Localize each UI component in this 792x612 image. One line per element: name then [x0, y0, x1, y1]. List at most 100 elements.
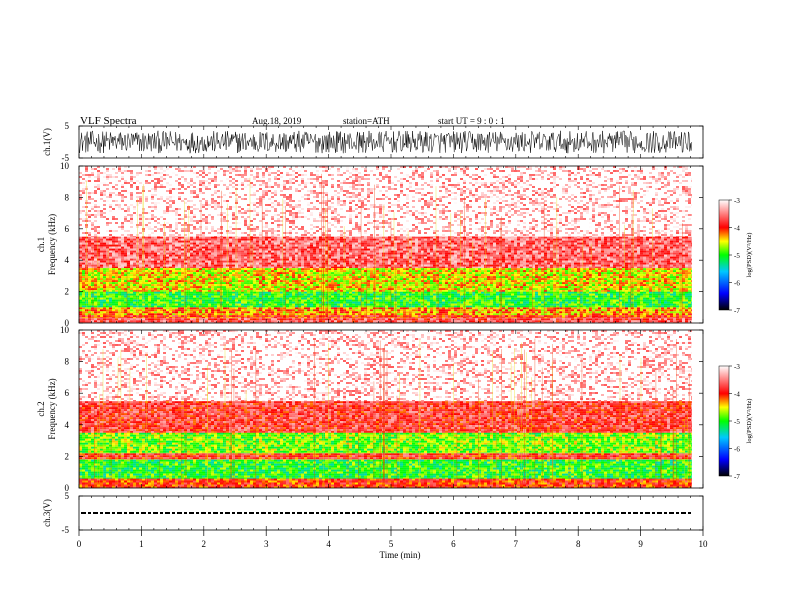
ch1-spec-cell: [295, 315, 298, 317]
ch1-spec-cell: [445, 315, 448, 317]
ch1-spec-cell: [538, 317, 541, 318]
ch1-spec-band: [79, 307, 692, 315]
ch1-spec-cell: [541, 318, 544, 320]
ch1-spec-cell: [364, 318, 367, 320]
ch1-spec-cell: [259, 318, 262, 320]
ch1-spec-cell: [172, 318, 175, 320]
ch1-spec-cell: [196, 317, 199, 318]
ch1-spec-cell: [397, 307, 400, 309]
ch1-spec-cell: [475, 317, 478, 318]
ch1-spec-cell: [430, 317, 433, 318]
ch1-spec-cell: [406, 318, 409, 320]
ch1-spec-cell: [253, 309, 256, 311]
ch1-spec-cell: [637, 315, 640, 317]
ch1-spec-cell: [352, 315, 355, 317]
ch1-spec-cell: [523, 317, 526, 318]
ch1-spec-cell: [541, 307, 544, 309]
ch1-spec-cell: [535, 317, 538, 318]
ch1-spec-cell: [238, 309, 241, 311]
ch1-spec-cell: [520, 317, 523, 318]
ch1-spec-cell: [133, 307, 136, 309]
ch1-spec-cell: [391, 320, 394, 322]
ch1-spec-cell: [307, 320, 310, 322]
ch1-spec-cell: [517, 320, 520, 322]
ch1-spec-cell: [538, 307, 541, 309]
ch1-spec-cell: [502, 315, 505, 317]
ch1-spec-cell: [277, 318, 280, 320]
ch1-spec-cell: [235, 318, 238, 320]
ch1-spec-cell: [349, 318, 352, 320]
ch1-spec-cell: [283, 318, 286, 320]
ch1-spec-cell: [109, 318, 112, 320]
ch1-spec-cell: [205, 318, 208, 320]
ch1-spec-cell: [157, 309, 160, 311]
ch1-spec-cell: [199, 315, 202, 317]
ch1-spec-cell: [319, 318, 322, 320]
ch1-spec-cell: [271, 318, 274, 320]
ch1-spec-cell: [622, 318, 625, 320]
ch1-spec-cell: [157, 317, 160, 318]
ch1-spec-cell: [526, 315, 529, 317]
ch1-spec-cell: [550, 317, 553, 318]
ch1-spec-cell: [289, 318, 292, 320]
ch1-spec-cell: [262, 320, 265, 322]
ch1-spec-cell: [340, 318, 343, 320]
ch1-spec-cell: [241, 317, 244, 318]
ch1-spec-cell: [118, 318, 121, 320]
ch1-spec-cell: [604, 317, 607, 318]
ch1-spec-cell: [604, 315, 607, 317]
ch1-spec-cell: [298, 309, 301, 311]
ch1-spec-cell: [451, 307, 454, 309]
ch1-spec-cell: [649, 320, 652, 322]
ch1-spec-cell: [337, 307, 340, 309]
ch1-spec-cell: [568, 320, 571, 322]
ch1-spec-cell: [346, 318, 349, 320]
ch1-spec-cell: [436, 315, 439, 317]
ch1-spec-cell: [124, 307, 127, 309]
ch1-spec-cell: [103, 320, 106, 322]
ch1-spec-cell: [298, 315, 301, 317]
ch1-spec-cell: [598, 317, 601, 318]
ch1-spec-cell: [379, 318, 382, 320]
ch1-spec-cell: [241, 315, 244, 317]
ch1-spec-cell: [634, 315, 637, 317]
ch1-spec-cell: [208, 318, 211, 320]
ch1-spec-cell: [454, 320, 457, 322]
ch1-spec-cell: [337, 315, 340, 317]
ch1-spec-cell: [82, 318, 85, 320]
ch1-spec-cell: [520, 320, 523, 322]
ch1-spec-cell: [562, 307, 565, 309]
ch1-spec-cell: [445, 318, 448, 320]
ch1-spec-cell: [214, 309, 217, 311]
ch1-spec-cell: [403, 315, 406, 317]
ch1-spec-cell: [298, 320, 301, 322]
ch1-spec-cell: [238, 318, 241, 320]
ch1-spec-cell: [484, 320, 487, 322]
ch1-spec-cell: [676, 307, 679, 309]
ch1-spec-cell: [478, 315, 481, 317]
ch1-spec-cell: [490, 317, 493, 318]
ch1-spec-cell: [457, 317, 460, 318]
ch1-spec-cell: [490, 318, 493, 320]
ch1-spec-cell: [382, 318, 385, 320]
ch1-spec-cell: [196, 315, 199, 317]
ch1-spec-cell: [208, 307, 211, 309]
ch1-spec-cell: [301, 309, 304, 311]
ch1-spec-cell: [175, 320, 178, 322]
ch1-spec-cell: [310, 320, 313, 322]
ch1-spec-cell: [616, 317, 619, 318]
ch1-spec-cell: [154, 318, 157, 320]
ch1-spec-cell: [637, 318, 640, 320]
ch1-spec-cell: [121, 309, 124, 311]
ch1-spec-cell: [271, 317, 274, 318]
ch1-spec-cell: [262, 318, 265, 320]
ch1-spec-cell: [211, 307, 214, 309]
ch1-spec-cell: [598, 320, 601, 322]
ch1-spec-cell: [388, 317, 391, 318]
ch1-spec-cell: [391, 307, 394, 309]
ch1-spec-cell: [427, 307, 430, 309]
ch1-spec-cell: [463, 318, 466, 320]
ch1-spec-cell: [589, 318, 592, 320]
ch1-spec-cell: [148, 309, 151, 311]
ch1-spec-cell: [166, 315, 169, 317]
